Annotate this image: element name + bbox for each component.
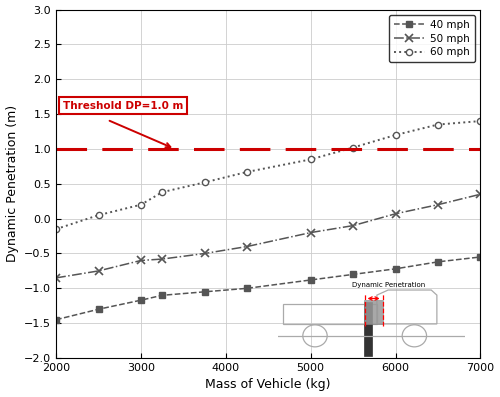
X-axis label: Mass of Vehicle (kg): Mass of Vehicle (kg) [206, 378, 331, 391]
40 mph [244, 286, 250, 291]
50 mph [138, 258, 144, 263]
40 mph [435, 260, 441, 264]
40 mph [350, 272, 356, 277]
60 mph [53, 227, 59, 231]
Y-axis label: Dynamic Penetration (m): Dynamic Penetration (m) [6, 105, 18, 262]
60 mph [96, 213, 102, 218]
40 mph [159, 293, 165, 298]
60 mph [159, 190, 165, 195]
Bar [364, 300, 382, 324]
Bar [364, 302, 372, 356]
50 mph [244, 244, 250, 249]
40 mph [478, 254, 484, 259]
50 mph [350, 223, 356, 228]
50 mph [159, 257, 165, 262]
60 mph [138, 202, 144, 207]
50 mph [435, 202, 441, 207]
40 mph [138, 298, 144, 303]
Text: Dynamic Penetration: Dynamic Penetration [352, 282, 426, 288]
50 mph [202, 251, 207, 256]
50 mph [96, 268, 102, 273]
Legend: 40 mph, 50 mph, 60 mph: 40 mph, 50 mph, 60 mph [388, 15, 475, 62]
60 mph [435, 122, 441, 127]
50 mph [478, 192, 484, 197]
Line: 40 mph: 40 mph [53, 254, 484, 323]
40 mph [308, 278, 314, 282]
Line: 50 mph: 50 mph [52, 191, 484, 282]
60 mph [392, 133, 398, 137]
50 mph [53, 276, 59, 280]
Line: 60 mph: 60 mph [53, 118, 484, 232]
60 mph [308, 157, 314, 162]
40 mph [202, 289, 207, 294]
Bar [283, 304, 377, 324]
50 mph [308, 230, 314, 235]
60 mph [202, 180, 207, 185]
60 mph [478, 119, 484, 123]
40 mph [96, 307, 102, 312]
40 mph [53, 317, 59, 322]
50 mph [392, 211, 398, 216]
60 mph [244, 170, 250, 174]
Text: Threshold DP=1.0 m: Threshold DP=1.0 m [63, 100, 184, 110]
40 mph [392, 266, 398, 271]
60 mph [350, 145, 356, 150]
